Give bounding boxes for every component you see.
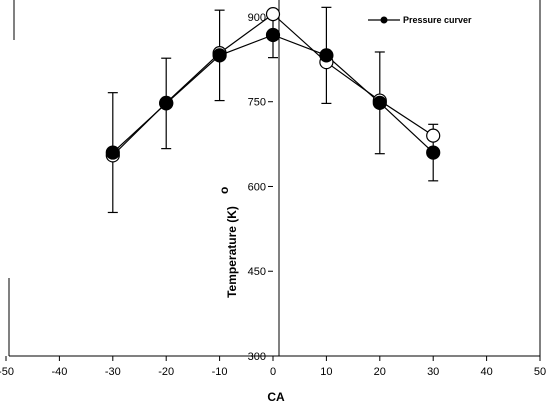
y-axis-title: Temperature (K) <box>225 206 239 298</box>
x-tick-label: 0 <box>270 366 276 378</box>
x-tick-label: 10 <box>320 366 332 378</box>
y-tick-label: 900 <box>248 12 266 24</box>
x-tick-label: -50 <box>0 366 14 378</box>
data-point-filled <box>265 27 281 43</box>
x-tick-label: -10 <box>212 366 228 378</box>
y-axis-title-degree: o <box>217 187 231 194</box>
data-point-filled <box>319 48 334 63</box>
y-tick-label: 300 <box>248 351 266 363</box>
legend-marker <box>380 16 388 24</box>
x-tick-label: 20 <box>374 366 386 378</box>
legend-label: Pressure curver <box>403 15 472 25</box>
x-ticks: -50 -40 -30 -20 -10 0 10 20 30 40 50 <box>0 356 546 378</box>
plot-frame <box>8 0 541 357</box>
x-tick-label: 40 <box>480 366 492 378</box>
data-point-filled <box>159 96 174 111</box>
x-tick-label: 50 <box>534 366 546 378</box>
data-point-open <box>426 128 441 143</box>
x-tick-label: -20 <box>158 366 174 378</box>
data-point-filled <box>212 48 227 63</box>
data-point-filled <box>426 145 441 160</box>
y-tick-label: 750 <box>248 97 266 109</box>
x-tick-label: 30 <box>427 366 439 378</box>
data-point-filled <box>372 95 387 110</box>
y-tick-label: 600 <box>248 181 266 193</box>
data-point-open <box>265 7 281 22</box>
x-axis-title: CA <box>267 390 285 404</box>
x-tick-label: -30 <box>105 366 121 378</box>
legend: Pressure curver <box>368 15 472 25</box>
data-point-filled <box>105 145 120 160</box>
y-ticks: 300 450 600 750 900 <box>248 12 273 363</box>
x-tick-label: -40 <box>51 366 67 378</box>
y-axis-title-group: Temperature (K) o <box>217 187 239 298</box>
y-tick-label: 450 <box>248 266 266 278</box>
series-markers <box>105 7 441 163</box>
